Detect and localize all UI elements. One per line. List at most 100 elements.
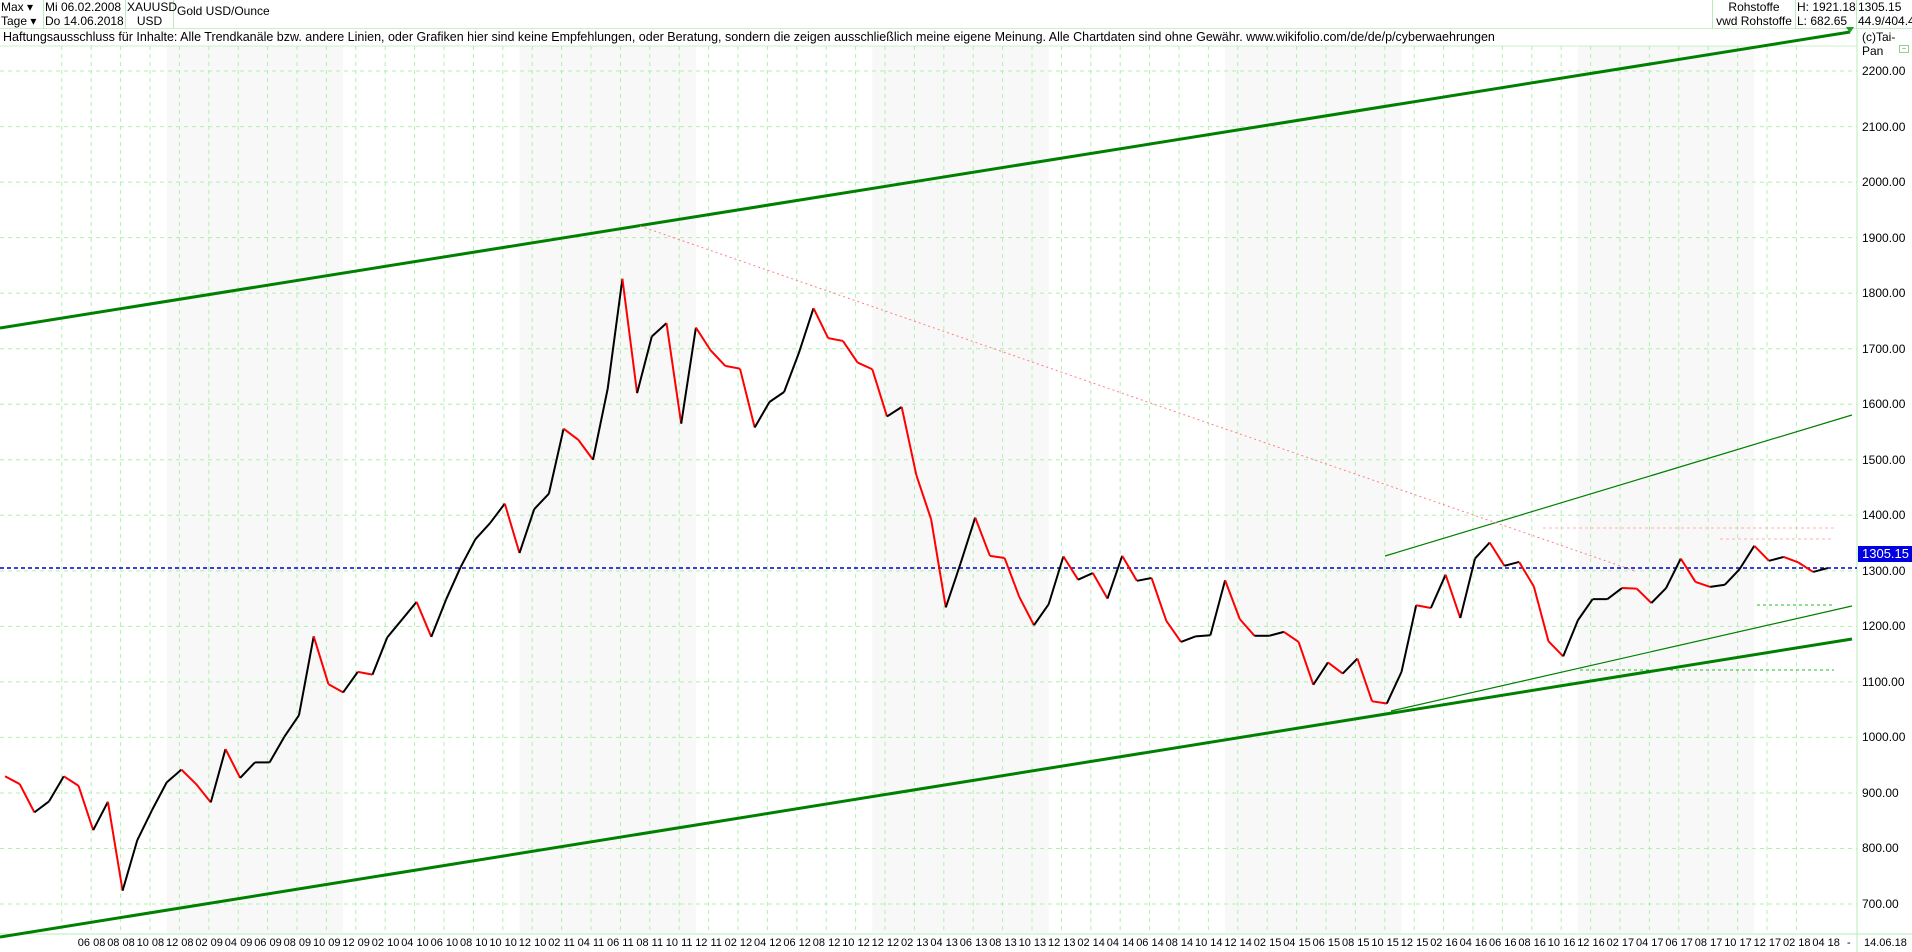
- x-tick-label: 06 10: [430, 937, 459, 949]
- x-tick-label: 10 11: [665, 937, 693, 949]
- price-segment: [680, 327, 697, 424]
- y-tick-label: 1900.00: [1862, 230, 1906, 245]
- price-segment: [533, 492, 550, 510]
- price-segment: [636, 336, 653, 394]
- y-tick-label: 700.00: [1862, 897, 1899, 911]
- price-segment: [268, 736, 286, 763]
- price-segment: [459, 538, 477, 568]
- x-tick-label: 12 10: [518, 937, 547, 949]
- y-tick-label: 1100.00: [1862, 674, 1905, 689]
- x-tick-label: 04 18: [1812, 937, 1840, 949]
- price-segment: [1283, 631, 1300, 643]
- price-segment: [1312, 661, 1329, 686]
- price-segment: [445, 566, 462, 601]
- price-segment: [606, 278, 624, 389]
- price-segment: [915, 474, 933, 520]
- price-segment: [665, 323, 683, 424]
- x-tick-label: 02 10: [371, 937, 400, 949]
- price-segment: [1268, 630, 1285, 637]
- x-tick-label: 02 11: [548, 937, 575, 949]
- x-tick-label: 08 14: [1165, 937, 1194, 949]
- price-segment: [18, 783, 36, 813]
- x-tick-label: 08 12: [812, 937, 841, 949]
- last-box: 1305.15 44.9/404.4: [1857, 0, 1912, 29]
- price-segment: [121, 839, 139, 891]
- price-segment: [1077, 572, 1094, 581]
- x-tick-label: 12 16: [1577, 937, 1605, 949]
- last-value: 1305.15: [1858, 0, 1902, 14]
- price-segment: [739, 368, 756, 428]
- interval-select[interactable]: Tage: [1, 14, 28, 28]
- x-tick-label: 08 09: [283, 937, 312, 949]
- x-tick-label: 04 09: [224, 937, 253, 949]
- price-segment: [1180, 635, 1197, 643]
- y-tick-label: 1800.00: [1862, 286, 1906, 301]
- price-segment: [1547, 640, 1564, 658]
- price-segment: [562, 427, 579, 441]
- x-tick-label: 04 11: [577, 937, 605, 949]
- x-tick-label: 06 08: [77, 937, 106, 949]
- x-tick-label: 12 11: [695, 937, 722, 949]
- price-segment: [298, 636, 315, 716]
- price-segment: [797, 307, 815, 354]
- price-segment: [4, 775, 21, 785]
- price-segment: [1724, 568, 1741, 586]
- x-tick-label: 04 16: [1459, 937, 1488, 949]
- x-tick-label: 06 16: [1489, 937, 1517, 949]
- x-tick-label: 04 14: [1106, 937, 1135, 949]
- price-segment: [1797, 561, 1814, 573]
- date-range[interactable]: Mi 06.02.2008 Do 14.06.2018: [44, 0, 126, 29]
- price-segment: [195, 783, 212, 804]
- x-tick-label: 06 15: [1312, 937, 1341, 949]
- price-segment: [1665, 558, 1682, 589]
- price-segment: [1459, 558, 1476, 619]
- low-value: L: 682.65: [1797, 14, 1848, 28]
- price-segment: [1047, 556, 1065, 605]
- price-segment: [1165, 620, 1182, 643]
- price-segment: [1488, 541, 1506, 567]
- price-segment: [1768, 555, 1784, 562]
- price-segment: [1577, 598, 1594, 621]
- channel-lower-line: [1390, 605, 1853, 712]
- price-segment: [1444, 574, 1462, 619]
- price-segment: [886, 406, 903, 418]
- x-tick-label: 10 16: [1547, 937, 1576, 949]
- x-tick-label: 10 09: [313, 937, 341, 949]
- price-segment: [695, 327, 712, 351]
- price-segment: [1504, 560, 1520, 567]
- start-date[interactable]: Mi 06.02.2008: [45, 0, 122, 14]
- high-value: H: 1921.18: [1797, 0, 1856, 14]
- x-tick-label: 12 12: [871, 937, 900, 949]
- source: vwd Rohstoffe: [1716, 14, 1792, 28]
- extra-value: 44.9/404.4: [1858, 14, 1912, 28]
- channel-upper-line: [1384, 414, 1853, 557]
- price-segment: [1518, 561, 1535, 587]
- disclaimer: Haftungsausschluss für Inhalte: Alle Tre…: [3, 30, 1495, 44]
- x-tick-label: 12 13: [1048, 937, 1076, 949]
- y-tick-label: 1700.00: [1862, 341, 1906, 356]
- price-segment: [1341, 657, 1359, 675]
- year-band: [519, 46, 696, 933]
- price-segment: [518, 508, 536, 554]
- instrument-name: Gold USD/Ounce: [174, 0, 1713, 29]
- x-tick-label: 02 15: [1253, 937, 1282, 949]
- price-segment: [1621, 587, 1637, 590]
- price-segment: [1033, 603, 1050, 626]
- price-segment: [1371, 700, 1387, 705]
- period-select[interactable]: Max ▾ Tage ▾: [0, 0, 44, 29]
- x-tick-label: 08 10: [460, 937, 488, 949]
- dropdown-arrow-icon: ▾: [27, 0, 34, 14]
- end-date[interactable]: Do 14.06.2018: [45, 14, 124, 28]
- price-segment: [944, 563, 962, 608]
- collapse-icon[interactable]: −: [1899, 45, 1909, 53]
- x-tick-label: 02 17: [1606, 937, 1635, 949]
- x-tick-label: 06 12: [783, 937, 811, 949]
- price-segment: [151, 781, 168, 811]
- price-segment: [1679, 558, 1697, 583]
- price-segment: [753, 401, 771, 429]
- price-segment: [92, 801, 109, 831]
- y-tick-label: 1300.00: [1862, 563, 1906, 578]
- high-low-box: H: 1921.18 L: 682.65: [1796, 0, 1857, 29]
- x-tick-label: 06 14: [1136, 937, 1164, 949]
